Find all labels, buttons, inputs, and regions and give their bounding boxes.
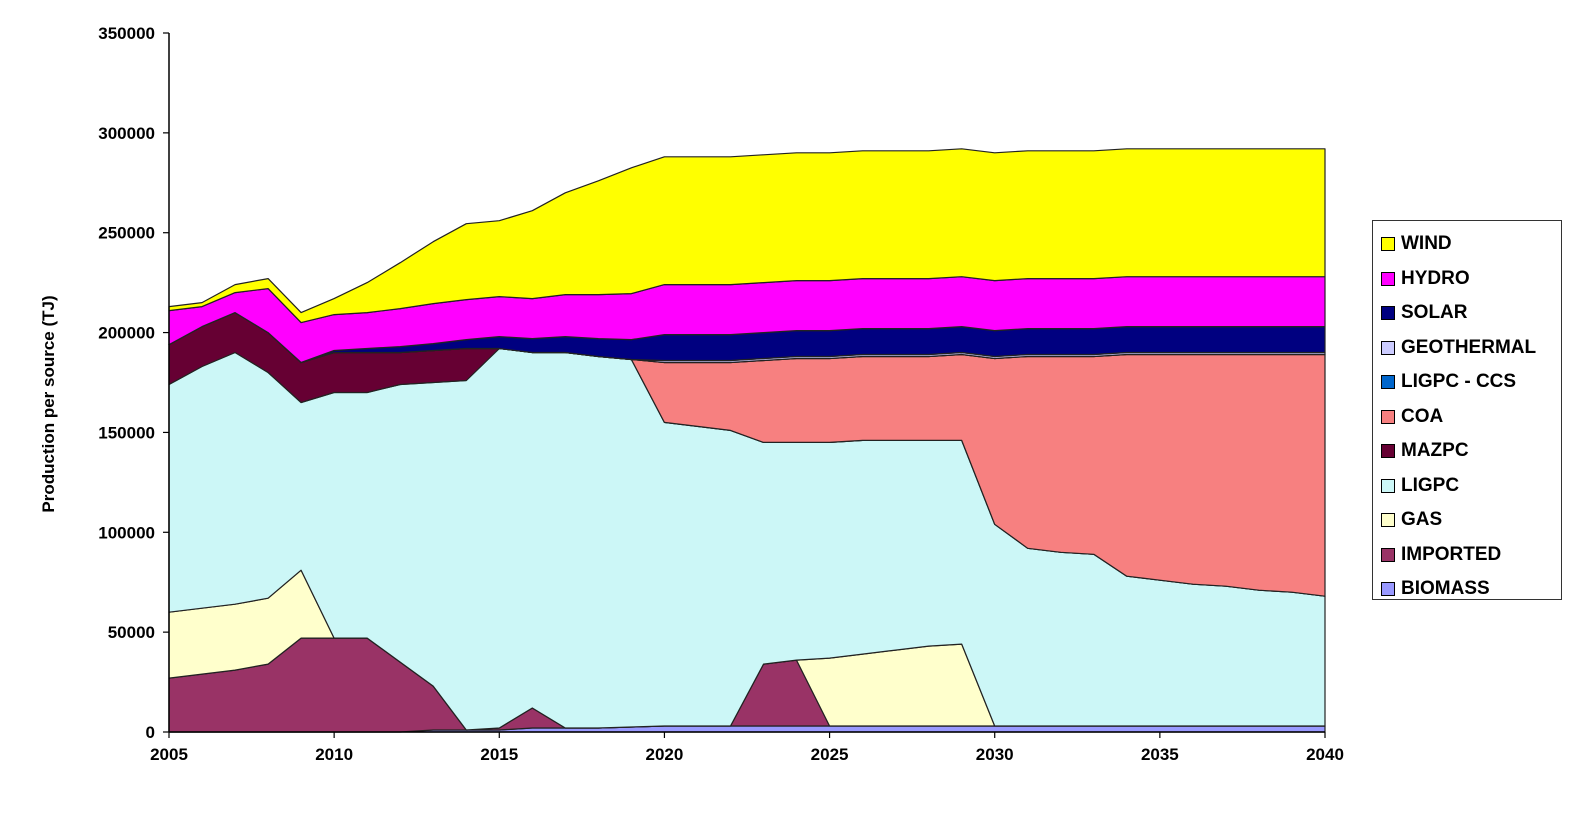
x-tick-label: 2030 [976, 745, 1014, 764]
legend-label: COA [1401, 405, 1444, 427]
y-tick-label: 350000 [98, 24, 155, 43]
legend-item-mazpc: MAZPC [1381, 434, 1561, 469]
x-tick-label: 2040 [1306, 745, 1344, 764]
legend-label: LIGPC [1401, 474, 1460, 496]
legend-swatch [1381, 237, 1395, 252]
y-axis-label: Production per source (TJ) [39, 295, 58, 512]
legend-swatch [1381, 340, 1395, 355]
legend-swatch [1381, 478, 1395, 493]
legend-swatch [1381, 582, 1395, 597]
y-tick-label: 150000 [98, 423, 155, 442]
legend-item-hydro: HYDRO [1381, 262, 1561, 297]
legend-item-geothermal: GEOTHERMAL [1381, 331, 1561, 366]
y-tick-label: 50000 [108, 623, 155, 642]
legend-swatch [1381, 513, 1395, 528]
y-tick-label: 200000 [98, 324, 155, 343]
legend-swatch [1381, 306, 1395, 321]
x-tick-label: 2035 [1141, 745, 1179, 764]
legend-item-biomass: BIOMASS [1381, 572, 1561, 607]
legend-label: HYDRO [1401, 267, 1470, 289]
legend-label: BIOMASS [1401, 578, 1490, 600]
legend-swatch [1381, 444, 1395, 459]
legend-item-ligpc-ccs: LIGPC - CCS [1381, 365, 1561, 400]
legend-label: GAS [1401, 509, 1443, 531]
y-tick-label: 300000 [98, 124, 155, 143]
legend-label: GEOTHERMAL [1401, 336, 1537, 358]
x-tick-label: 2020 [646, 745, 684, 764]
legend-label: IMPORTED [1401, 543, 1502, 565]
y-tick-label: 0 [146, 723, 155, 742]
area-wind [168, 148, 1326, 324]
legend-item-ligpc: LIGPC [1381, 469, 1561, 504]
legend-label: MAZPC [1401, 440, 1469, 462]
stacked-area-chart: 2005 2010 2015 2020 2025 2030 2035 2040 0 50000 1… [39, 24, 1344, 764]
legend-label: LIGPC - CCS [1401, 371, 1517, 393]
legend-item-wind: WIND [1381, 227, 1561, 262]
chart-legend: WIND HYDRO SOLAR GEOTHERMAL LIGPC - CCS COA MA… [1372, 220, 1562, 600]
legend-label: SOLAR [1401, 302, 1468, 324]
x-tick-label: 2005 [150, 745, 188, 764]
legend-swatch [1381, 547, 1395, 562]
legend-item-imported: IMPORTED [1381, 538, 1561, 573]
legend-swatch [1381, 409, 1395, 424]
chart-frame: 2005 2010 2015 2020 2025 2030 2035 2040 0 50000 1… [28, 16, 1562, 786]
legend-swatch [1381, 271, 1395, 286]
x-tick-label: 2025 [811, 745, 849, 764]
y-tick-label: 250000 [98, 224, 155, 243]
legend-label: WIND [1401, 233, 1452, 255]
x-tick-label: 2015 [480, 745, 518, 764]
legend-item-coa: COA [1381, 400, 1561, 435]
y-tick-label: 100000 [98, 523, 155, 542]
legend-swatch [1381, 375, 1395, 390]
x-tick-label: 2010 [315, 745, 353, 764]
legend-item-gas: GAS [1381, 503, 1561, 538]
legend-item-solar: SOLAR [1381, 296, 1561, 331]
